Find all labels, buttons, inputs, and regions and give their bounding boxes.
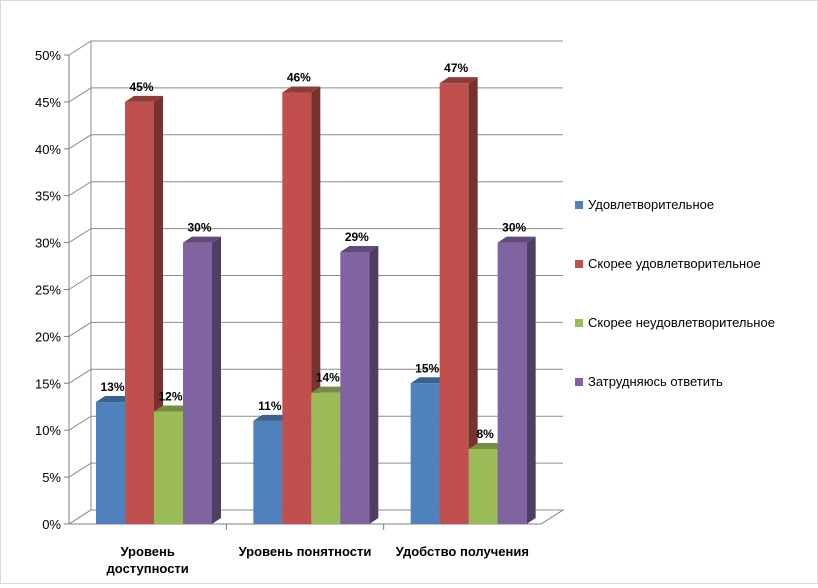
data-label: 8% [476,427,494,441]
data-label: 45% [129,80,153,94]
x-tick-label: Удобство получения [396,544,529,559]
data-label: 30% [187,221,211,235]
data-label: 12% [158,389,182,403]
data-label: 11% [258,399,282,413]
bar-side [212,236,221,524]
bar-front [282,92,312,525]
legend-swatch [575,319,583,327]
bar-top [340,245,379,252]
legend-swatch [575,260,583,268]
bar-front [410,383,440,524]
y-tick-label: 30% [35,236,61,251]
legend-swatch [575,378,583,386]
legend-label: Скорее удовлетворительное [588,256,761,271]
data-labels: 13% 45% 12% 30% 11% 46% 14% 29% 15% 47% 8% 30% [100,61,526,441]
legend-item: Удовлетворительное [575,197,714,212]
bar-side [526,236,536,524]
bar-front [253,420,283,524]
data-label: 29% [345,230,369,244]
data-label: 30% [502,221,526,235]
legend: Удовлетворительное Скорее удовлетворитель… [575,197,775,389]
bar-side [369,245,379,525]
y-tick-label: 0% [42,517,61,532]
bar [497,236,536,524]
y-tick-label: 15% [35,376,61,391]
bar-front [497,242,527,524]
legend-item: Скорее неудовлетворительное [575,315,775,330]
y-tick-label: 25% [35,283,61,298]
data-label: 13% [100,380,124,394]
bar [439,77,478,524]
x-axis: Уровень доступности Уровень понятности Удоб… [69,523,541,576]
bar-front [125,101,154,525]
bar-top [96,396,134,403]
y-axis: 0% 5% 10% 15% 20% 25% 30% 35% 40% 45% 50% [35,48,70,532]
bar-front [439,83,469,524]
legend-label: Удовлетворительное [588,197,714,212]
bar-front [183,242,212,524]
y-tick-label: 35% [35,189,61,204]
y-tick-label: 10% [35,423,61,438]
legend-item: Скорее удовлетворительное [575,256,761,271]
bars [96,77,536,525]
data-label: 14% [316,371,340,385]
data-label: 47% [444,61,468,75]
bar [340,245,379,525]
y-tick-label: 40% [35,142,61,157]
data-label: 15% [415,361,439,375]
bar-top [125,95,163,102]
legend-item: Затрудняюсь ответить [575,374,723,389]
bar-top [410,377,449,384]
bar-front [340,251,370,525]
bar-top [311,386,350,393]
x-tick-label: доступности [107,561,189,576]
bar-top [439,77,478,84]
y-tick-label: 45% [35,95,61,110]
bar-front [154,411,183,524]
bar-top [282,86,321,93]
legend-label: Затрудняюсь ответить [588,374,723,389]
data-label: 46% [287,71,311,85]
legend-swatch [575,201,583,209]
bar-side [468,77,478,524]
bar-front [96,402,125,524]
bar [125,95,163,525]
bar-front [468,448,498,524]
bar-top [468,442,507,449]
y-tick-label: 5% [42,470,61,485]
bar-top [154,405,192,412]
bar-top [497,236,536,243]
y-tick-label: 20% [35,329,61,344]
bar-top [253,414,292,421]
gridlines [68,40,563,525]
x-tick-label: Уровень [120,544,174,559]
x-tick-label: Уровень понятности [239,544,372,559]
bar-top [183,236,221,243]
y-tick-label: 50% [35,48,61,63]
legend-label: Скорее неудовлетворительное [588,315,775,330]
bar-front [311,392,341,524]
bar [183,236,221,524]
